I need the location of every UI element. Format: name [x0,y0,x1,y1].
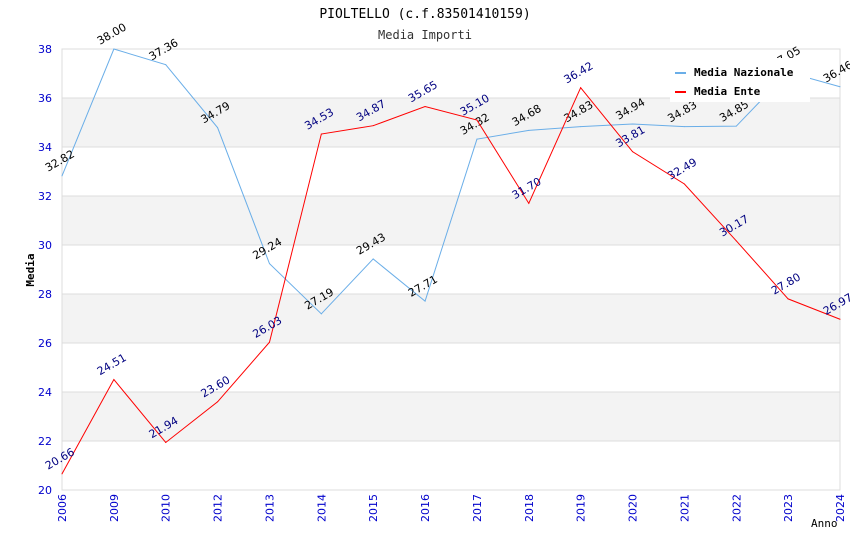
legend [670,58,810,102]
x-tick-label: 2009 [108,494,121,522]
y-tick-label: 24 [38,386,52,399]
y-tick-label: 28 [38,288,52,301]
data-point [528,202,530,204]
data-point [632,151,634,153]
y-tick-label: 38 [38,43,52,56]
data-point [113,48,115,50]
x-tick-label: 2019 [575,494,588,522]
grid-band [62,294,840,343]
x-tick-label: 2012 [212,494,225,522]
data-point [165,64,167,66]
data-point [735,125,737,127]
data-point [372,125,374,127]
data-point [217,127,219,129]
x-tick-label: 2021 [678,494,691,522]
chart-subtitle: Media Importi [378,28,472,42]
legend-label: Media Ente [694,85,761,98]
data-point [683,183,685,185]
x-tick-label: 2016 [419,494,432,522]
data-point [787,298,789,300]
data-label: 32.49 [665,156,699,183]
data-point [632,123,634,125]
x-tick-label: 2022 [730,494,743,522]
data-label: 37.36 [147,36,181,63]
x-tick-label: 2020 [627,494,640,522]
x-tick-label: 2013 [263,494,276,522]
series-line [61,86,841,475]
data-label: 27.80 [769,270,803,297]
y-tick-label: 30 [38,239,52,252]
x-axis-label: Anno [811,517,838,530]
data-point [61,473,63,475]
y-tick-label: 26 [38,337,52,350]
data-point [320,133,322,135]
x-tick-label: 2023 [782,494,795,522]
data-label: 24.51 [95,351,129,378]
data-label: 36.46 [821,58,850,85]
data-point [839,86,841,88]
grid-band [62,98,840,147]
grid-band [62,392,840,441]
x-tick-label: 2017 [471,494,484,522]
data-point [424,106,426,108]
x-tick-label: 2015 [367,494,380,522]
data-point [372,258,374,260]
data-point [839,318,841,320]
data-point [683,126,685,128]
y-tick-label: 32 [38,190,52,203]
data-label: 36.42 [562,59,596,86]
data-point [424,300,426,302]
y-tick-label: 20 [38,484,52,497]
data-label: 20.66 [43,445,77,472]
plot-border [61,48,841,491]
data-point [61,175,63,177]
data-point [217,401,219,403]
x-tick-label: 2018 [523,494,536,522]
x-tick-label: 2010 [160,494,173,522]
data-label: 38.00 [95,21,129,48]
data-point [165,441,167,443]
data-point [580,87,582,89]
data-point [735,240,737,242]
y-tick-label: 36 [38,92,52,105]
data-point [476,138,478,140]
y-tick-label: 34 [38,141,52,154]
data-point [268,263,270,265]
x-tick-label: 2006 [56,494,69,522]
series-line [61,48,841,315]
chart-title: PIOLTELLO (c.f.83501410159) [319,7,530,22]
data-point [268,341,270,343]
x-tick-label: 2024 [834,494,847,522]
data-point [320,313,322,315]
y-axis-label: Media [24,253,37,286]
data-point [580,126,582,128]
data-point [528,129,530,131]
legend-label: Media Nazionale [694,66,794,79]
data-point [476,119,478,121]
x-tick-label: 2014 [315,494,328,522]
y-tick-label: 22 [38,435,52,448]
data-point [113,379,115,381]
